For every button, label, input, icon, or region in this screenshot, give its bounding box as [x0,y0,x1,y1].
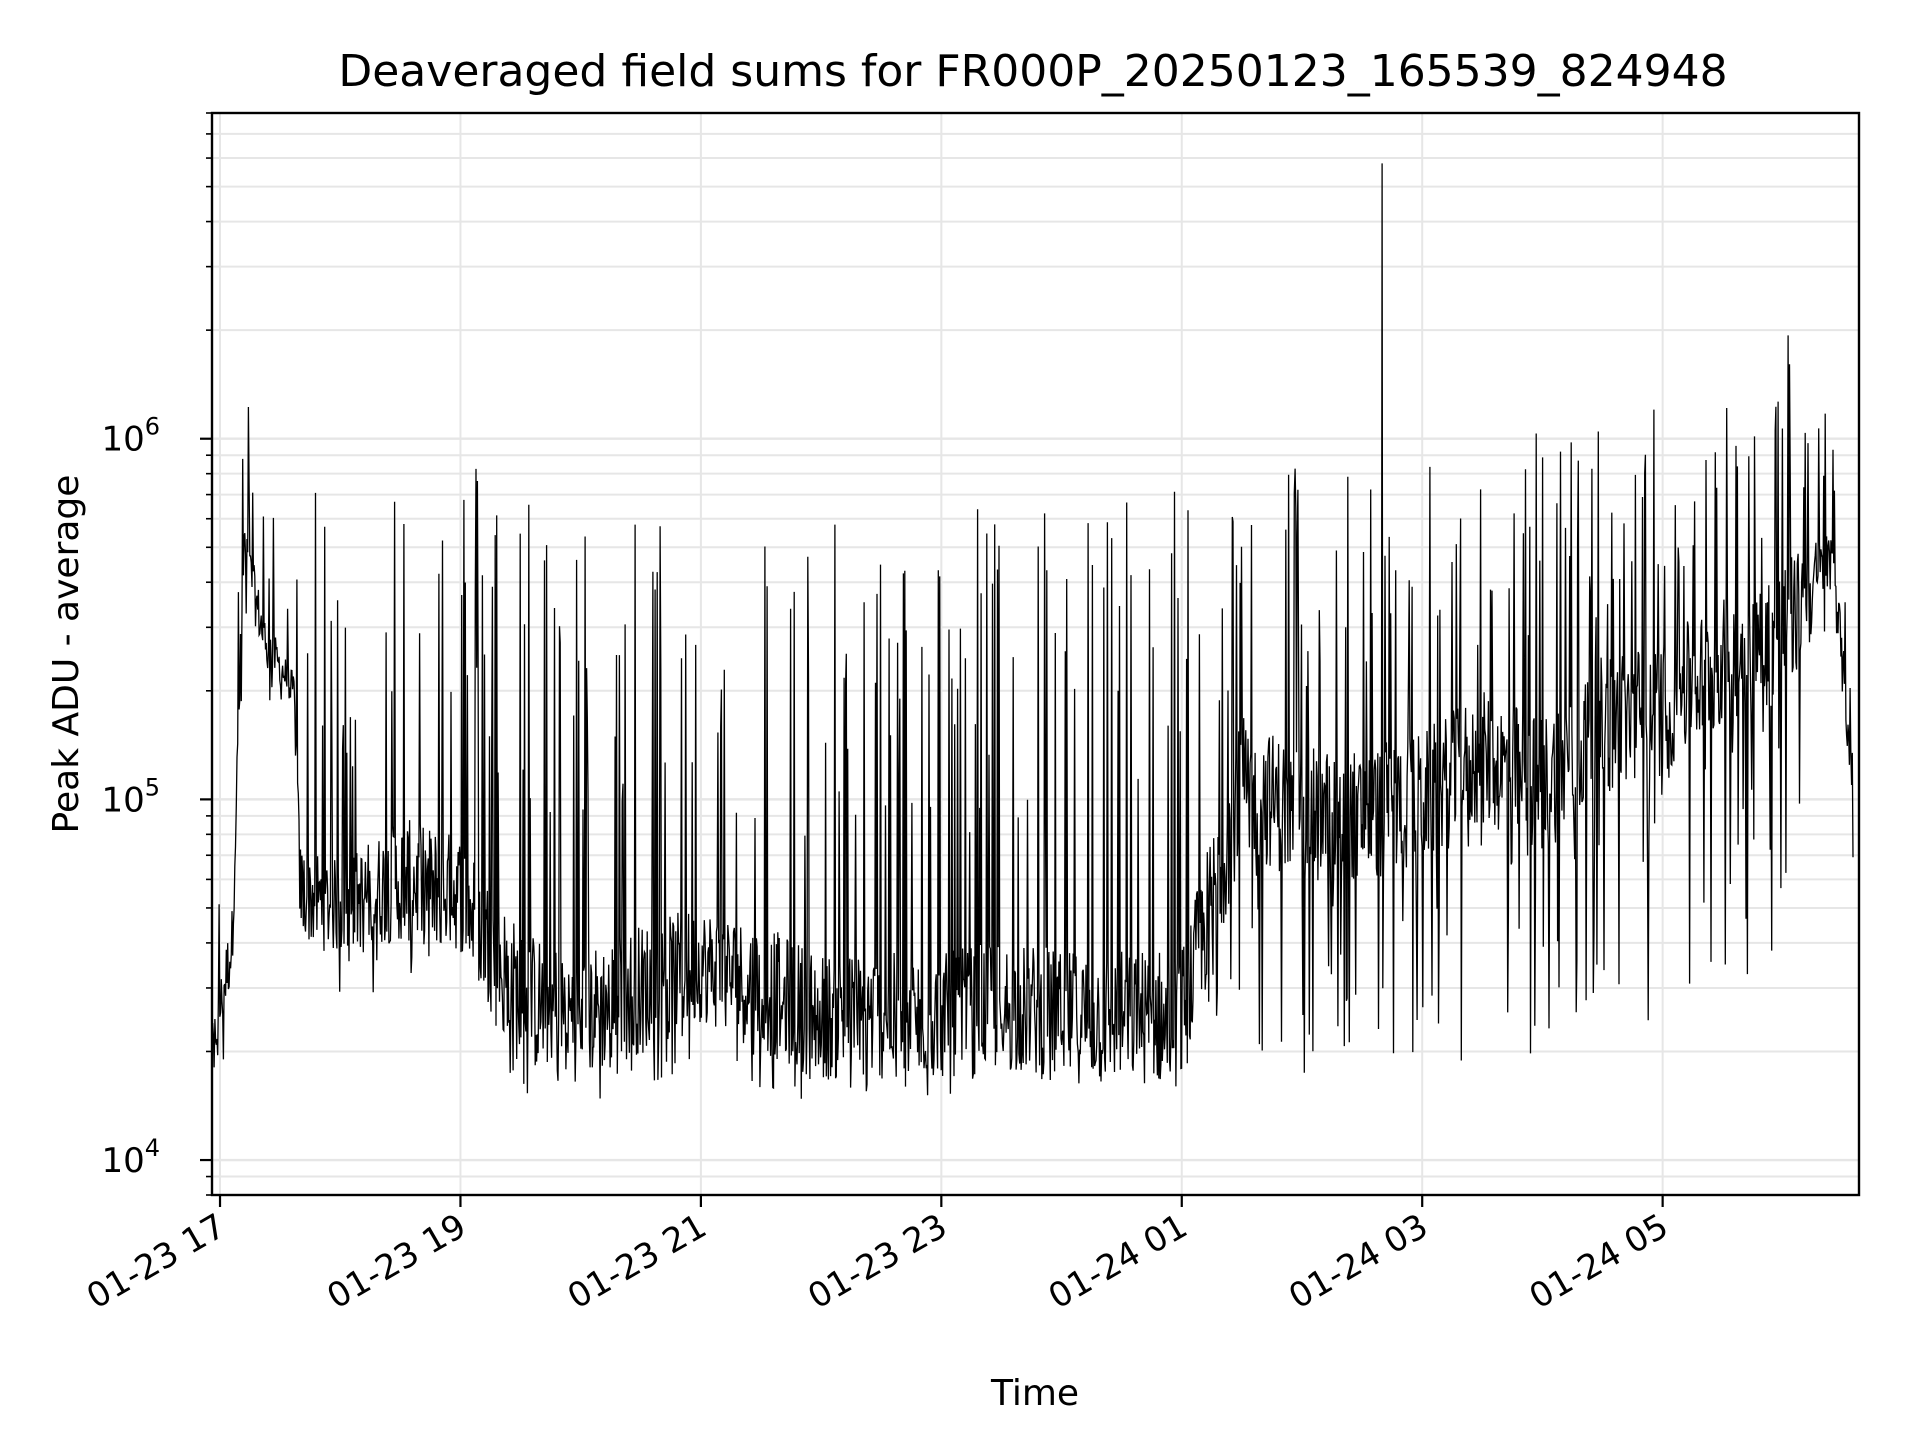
x-tick-label: 01-23 23 [801,1206,953,1317]
x-tick-label: 01-24 03 [1282,1206,1434,1317]
chart-title: Deaveraged field sums for FR000P_2025012… [338,46,1727,97]
x-tick-label: 01-23 21 [561,1206,713,1317]
y-tick-label: 105 [101,773,160,820]
data-series [211,163,1854,1099]
plot-frame [210,111,1861,1197]
y-tick-label: 104 [101,1134,160,1181]
x-axis-label: Time [990,1373,1079,1414]
y-axis-ticks: 104 105 106 [101,112,212,1196]
grid [212,112,1859,1196]
series-line [211,163,1854,1099]
x-tick-label: 01-23 19 [321,1206,473,1317]
y-tick-label: 106 [101,413,160,460]
x-tick-label: 01-24 05 [1523,1206,1675,1317]
x-tick-label: 01-23 17 [80,1206,232,1317]
x-tick-label: 01-24 01 [1042,1206,1194,1317]
y-axis-label: Peak ADU - average [46,475,87,834]
x-axis-ticks: 01-23 17 01-23 19 01-23 21 01-23 23 01-24 01… [80,1195,1675,1317]
